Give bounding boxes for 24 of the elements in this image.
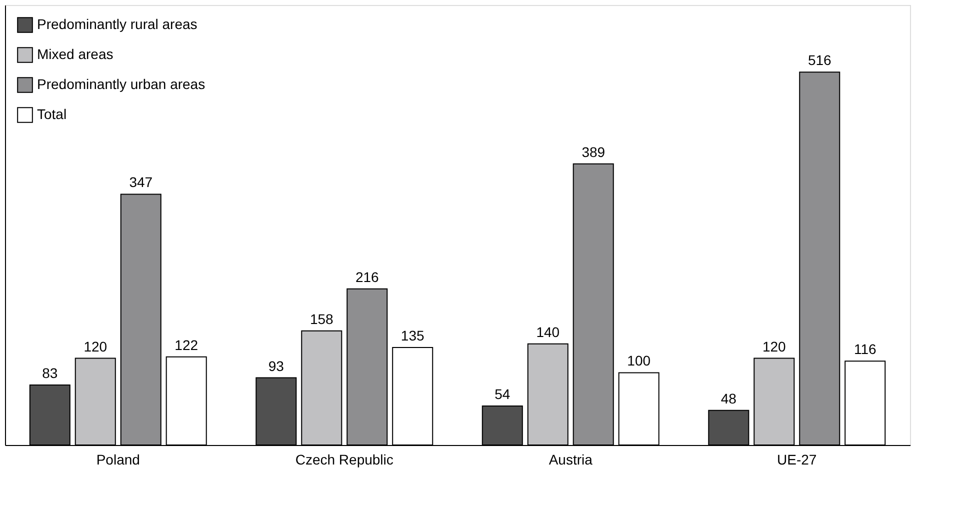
x-tick-label: Austria [548, 452, 593, 468]
data-label: 216 [355, 268, 380, 285]
data-label: 140 [536, 324, 560, 340]
data-label: 100 [627, 352, 651, 369]
data-label: 116 [854, 341, 876, 358]
data-label: 54 [494, 386, 510, 402]
x-tick-label: Poland [96, 452, 140, 468]
legend-label: Predominantly urban areas [37, 76, 206, 92]
data-label: 120 [84, 338, 108, 354]
data-label: 347 [129, 174, 153, 190]
data-label: 158 [310, 310, 334, 327]
data-label: 135 [400, 327, 424, 344]
data-label: 83 [42, 365, 58, 382]
data-label: 122 [174, 336, 198, 353]
legend-label: Predominantly rural areas [37, 16, 198, 32]
legend-label: Mixed areas [37, 46, 114, 62]
data-label: 389 [582, 144, 606, 160]
x-tick-label: Czech Republic [295, 452, 394, 468]
data-label: 93 [268, 358, 284, 374]
data-label: 516 [808, 52, 832, 68]
legend-label: Total [37, 106, 67, 122]
data-label: 120 [762, 338, 786, 354]
x-tick-label: UE-27 [777, 452, 817, 468]
data-label: 48 [720, 390, 737, 406]
